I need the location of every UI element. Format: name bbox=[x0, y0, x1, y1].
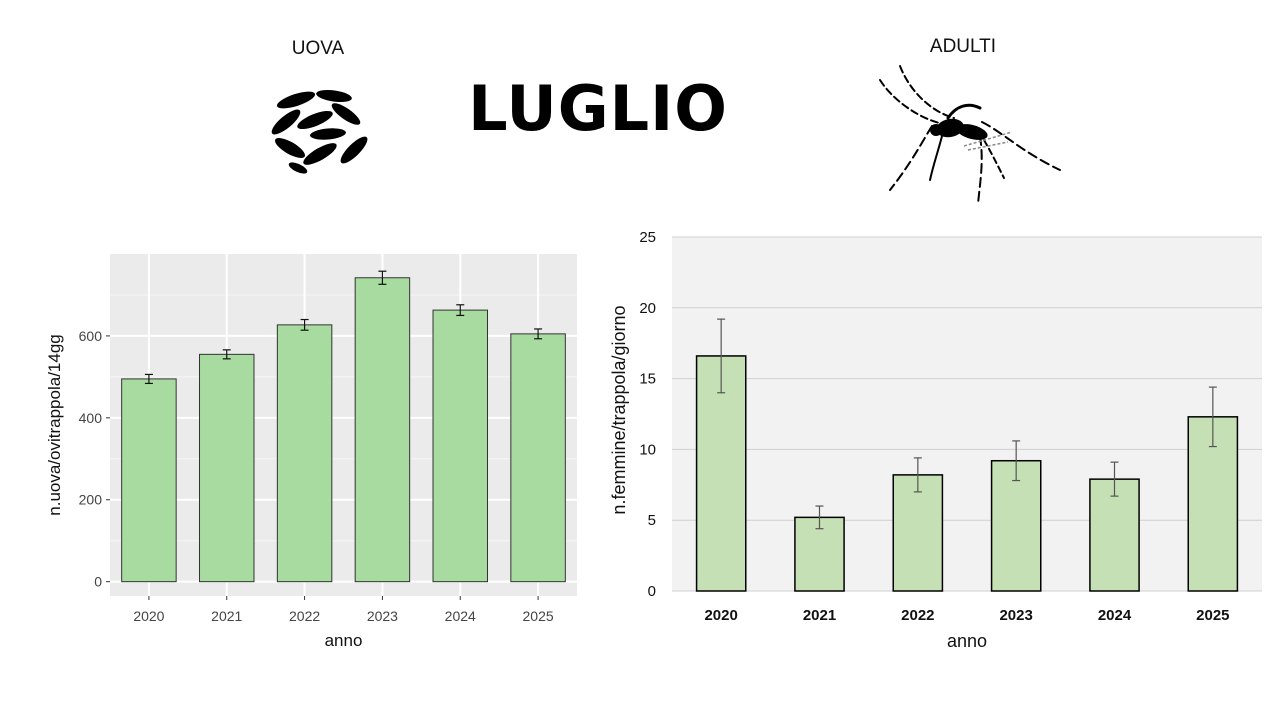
y-tick-label: 5 bbox=[648, 512, 656, 529]
eggs-label: UOVA bbox=[291, 38, 345, 59]
page-title: LUGLIO bbox=[468, 72, 728, 145]
x-tick-label: 2023 bbox=[367, 608, 398, 624]
x-tick-label: 2022 bbox=[901, 607, 934, 624]
x-tick-label: 2021 bbox=[211, 608, 242, 624]
bar bbox=[354, 277, 411, 583]
x-tick-label: 2022 bbox=[289, 608, 320, 624]
y-tick-label: 25 bbox=[639, 229, 656, 246]
y-tick-label: 600 bbox=[79, 328, 103, 344]
y-tick-label: 0 bbox=[94, 574, 102, 590]
y-axis-title: n.uova/ovitrappola/14gg bbox=[45, 334, 64, 515]
adults-label: ADULTI bbox=[929, 36, 997, 57]
bar bbox=[432, 309, 488, 583]
bar bbox=[121, 378, 177, 583]
mosquito-icon bbox=[879, 65, 1061, 205]
bar bbox=[199, 353, 255, 583]
y-tick-label: 20 bbox=[639, 300, 656, 317]
y-tick-label: 10 bbox=[639, 441, 656, 458]
x-tick-label: 2020 bbox=[133, 608, 164, 624]
x-tick-label: 2020 bbox=[704, 607, 737, 624]
mosquito-eggs-icon bbox=[271, 90, 368, 174]
x-axis-title: anno bbox=[947, 631, 987, 651]
x-tick-label: 2021 bbox=[803, 607, 836, 624]
bar bbox=[695, 355, 747, 592]
plot-panel bbox=[110, 254, 577, 596]
bar bbox=[510, 333, 566, 583]
y-tick-label: 15 bbox=[639, 371, 656, 388]
bar bbox=[276, 324, 333, 583]
x-tick-label: 2025 bbox=[523, 608, 554, 624]
y-tick-label: 200 bbox=[79, 492, 103, 508]
y-tick-label: 400 bbox=[79, 410, 103, 426]
x-tick-label: 2025 bbox=[1196, 607, 1229, 624]
plot-panel bbox=[672, 237, 1262, 591]
x-axis-title: anno bbox=[325, 631, 363, 650]
x-tick-label: 2024 bbox=[445, 608, 476, 624]
x-tick-label: 2023 bbox=[999, 607, 1032, 624]
x-tick-label: 2024 bbox=[1098, 607, 1132, 624]
y-tick-label: 0 bbox=[648, 583, 656, 600]
y-axis-title: n.femmine/trappola/giorno bbox=[609, 305, 629, 514]
